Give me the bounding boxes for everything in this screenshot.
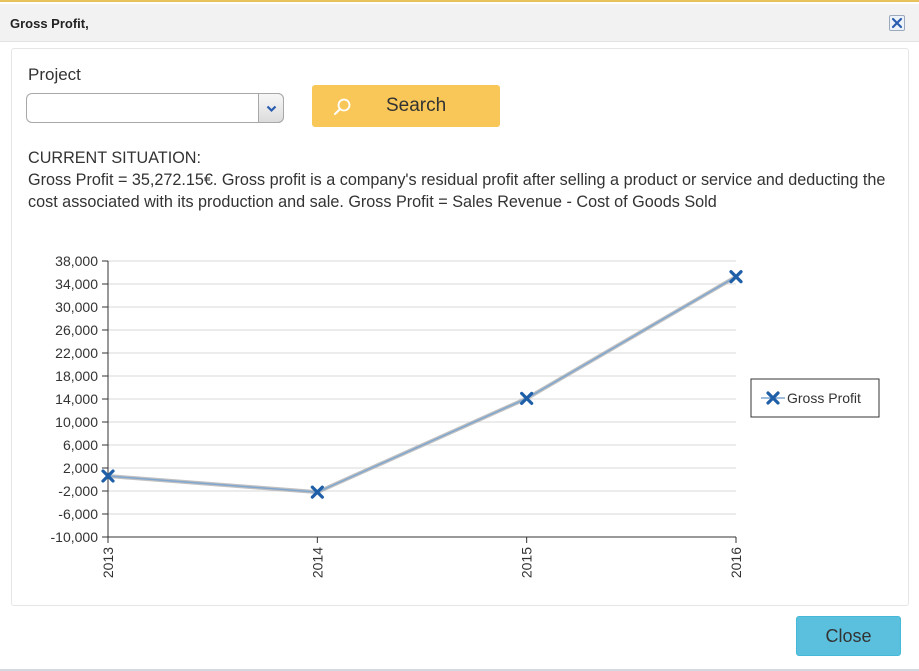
y-tick-label: -10,000 xyxy=(51,529,99,545)
gross-profit-chart: 38,000 34,000 30,000 26,000 22,000 18,000 14,0… xyxy=(51,253,880,578)
dialog-bottom-border xyxy=(0,669,919,671)
x-tick-label: 2013 xyxy=(100,547,116,578)
close-button-label: Close xyxy=(825,626,872,646)
situation-text: Gross Profit = 35,272.15€. Gross profit … xyxy=(28,171,886,211)
y-tick-label: -6,000 xyxy=(58,506,98,522)
legend-marker xyxy=(766,391,780,405)
data-point-marker xyxy=(101,469,115,483)
y-tick-label: 34,000 xyxy=(55,276,98,292)
legend-label: Gross Profit xyxy=(787,390,861,406)
y-tick-label: 6,000 xyxy=(63,437,98,453)
chevron-down-icon[interactable] xyxy=(258,93,284,123)
y-tick-label: 10,000 xyxy=(55,414,98,430)
content-panel: Project Search CURRENT SITUATION: Gross … xyxy=(11,48,909,606)
search-button-label: Search xyxy=(386,95,447,116)
data-point-marker xyxy=(729,270,743,284)
current-situation: CURRENT SITUATION: Gross Profit = 35,272… xyxy=(28,147,898,213)
project-label: Project xyxy=(28,65,81,84)
close-x-icon[interactable] xyxy=(889,15,905,31)
x-tick-label: 2014 xyxy=(309,547,325,578)
situation-heading: CURRENT SITUATION: xyxy=(28,149,201,167)
y-tick-label: -2,000 xyxy=(58,483,98,499)
search-button[interactable]: Search xyxy=(312,85,500,127)
series-line-shadow xyxy=(107,274,738,495)
project-select[interactable] xyxy=(26,93,284,123)
y-tick-label: 18,000 xyxy=(55,368,98,384)
x-tick-label: 2015 xyxy=(519,547,535,578)
y-tick-label: 14,000 xyxy=(55,391,98,407)
data-point-marker xyxy=(520,391,534,406)
series-line xyxy=(107,276,737,493)
dialog-title: Gross Profit, xyxy=(10,16,89,31)
y-tick-label: 38,000 xyxy=(55,253,98,269)
close-button[interactable]: Close xyxy=(796,616,901,656)
x-tick-label: 2016 xyxy=(728,547,744,578)
magnifier-icon xyxy=(332,97,352,122)
dialog-titlebar: Gross Profit, xyxy=(0,4,919,42)
y-tick-label: 26,000 xyxy=(55,322,98,338)
data-point-marker xyxy=(310,485,324,499)
y-tick-label: 30,000 xyxy=(55,299,98,315)
y-tick-label: 22,000 xyxy=(55,345,98,361)
y-tick-label: 2,000 xyxy=(63,460,98,476)
